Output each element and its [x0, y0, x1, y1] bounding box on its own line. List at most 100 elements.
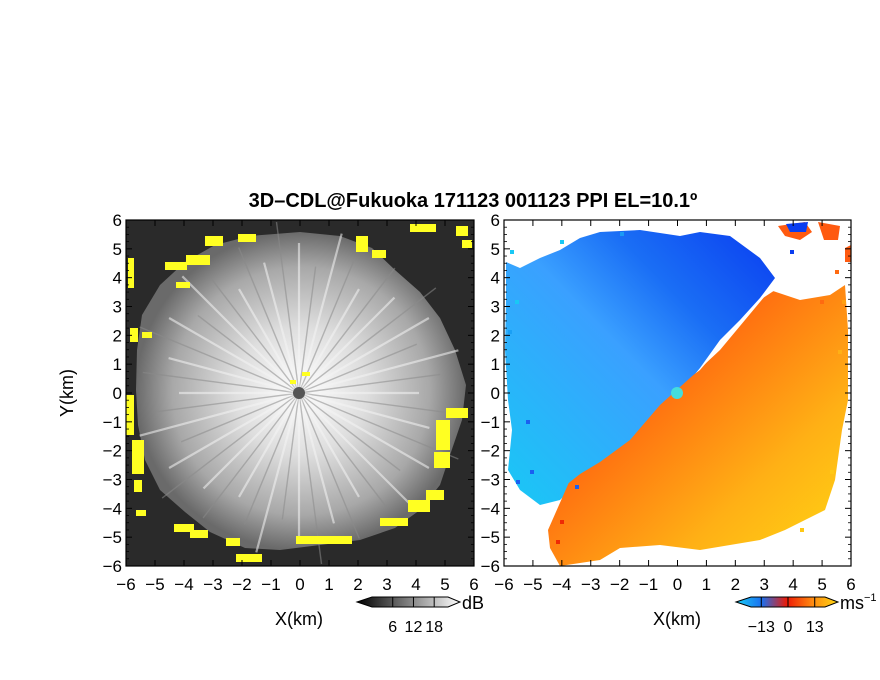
y-tick-label: 3 — [491, 298, 500, 317]
reflectivity-streak — [298, 392, 323, 565]
reflectivity-streak — [298, 317, 430, 394]
x-tick-label: 5 — [440, 575, 449, 594]
velocity-speckle — [510, 250, 514, 254]
colorbar-tick-label: 12 — [405, 619, 423, 636]
velocity-speckle — [560, 240, 564, 244]
colorbar-tick-label: 6 — [388, 619, 397, 636]
reflectivity-streak — [298, 392, 430, 469]
velocity-speckle — [835, 270, 839, 274]
reflectivity-radial-streaks — [139, 221, 459, 565]
reflectivity-streak — [180, 392, 300, 443]
reflectivity-streak — [298, 392, 401, 472]
velocity-colorbar-unit: ms−1 — [840, 592, 877, 613]
velocity-speckle — [830, 470, 834, 474]
y-tick-label: −1 — [481, 413, 500, 432]
reflectivity-streak — [298, 287, 437, 394]
reflectivity-streak — [298, 392, 360, 498]
x-tick-label: 2 — [353, 575, 362, 594]
y-tick-label: 2 — [113, 326, 122, 345]
y-tick-label: 2 — [491, 326, 500, 345]
x-tick-label: −1 — [639, 575, 658, 594]
x-tick-label: −3 — [581, 575, 600, 594]
reflectivity-streak — [298, 392, 387, 507]
x-tick-label: 5 — [817, 575, 826, 594]
velocity-colorbar-ticks: −13 0 13 — [748, 597, 824, 636]
x-tick-label: 1 — [702, 575, 711, 594]
reflectivity-streak — [168, 356, 300, 395]
colorbar-tick-label: 13 — [806, 619, 824, 636]
x-tick-label: 6 — [469, 575, 478, 594]
x-tick-label: −2 — [610, 575, 629, 594]
velocity-positive-area — [548, 285, 848, 566]
reflectivity-streak — [211, 279, 300, 394]
reflectivity-streak — [197, 314, 300, 394]
reflectivity-streak — [238, 392, 300, 498]
reflectivity-streak — [298, 266, 317, 394]
x-tick-label: 0 — [673, 575, 682, 594]
x-tick-label: −1 — [261, 575, 280, 594]
y-tick-label: −6 — [481, 557, 500, 576]
x-tick-label: −3 — [203, 575, 222, 594]
x-tick-label: −4 — [552, 575, 571, 594]
velocity-speckle — [515, 300, 519, 304]
y-tick-label: 4 — [491, 269, 500, 288]
y-tick-label: 6 — [113, 211, 122, 230]
y-tick-label: 3 — [113, 298, 122, 317]
reflectivity-streak — [255, 392, 301, 553]
reflectivity-x-label: X(km) — [275, 609, 323, 629]
y-tick-label: −3 — [481, 471, 500, 490]
velocity-colorbar: −13 0 13 ms−1 — [734, 592, 877, 636]
reflectivity-streak — [168, 317, 300, 394]
velocity-colorbar-bar — [734, 596, 840, 608]
x-tick-label: 4 — [411, 575, 420, 594]
velocity-upper-right-blue-echo — [786, 222, 808, 232]
velocity-colorbar-unit-base: ms — [840, 593, 864, 613]
reflectivity-streak — [298, 343, 418, 394]
figure-title: 3D–CDL@Fukuoka 171123 001123 PPI EL=10.1… — [249, 190, 698, 212]
reflectivity-streak — [298, 392, 459, 460]
velocity-speckle — [820, 300, 824, 304]
velocity-speckle — [790, 250, 794, 254]
x-tick-label: 3 — [760, 575, 769, 594]
y-tick-label: 1 — [113, 355, 122, 374]
velocity-speckle — [800, 528, 804, 532]
velocity-speckle — [556, 540, 560, 544]
velocity-radar-center — [671, 387, 683, 399]
velocity-speckle — [526, 420, 530, 424]
reflectivity-streak — [297, 233, 343, 394]
velocity-negative-area — [505, 230, 775, 505]
x-tick-label: −6 — [116, 575, 135, 594]
reflectivity-streak — [298, 267, 396, 394]
y-tick-label: 0 — [491, 384, 500, 403]
reflectivity-streak — [238, 288, 300, 394]
velocity-speckle — [620, 232, 624, 236]
reflectivity-streak — [298, 392, 417, 511]
velocity-colorbar-unit-exponent: −1 — [864, 592, 877, 604]
x-tick-label: 0 — [295, 575, 304, 594]
y-tick-label: −5 — [481, 528, 500, 547]
velocity-speckle — [508, 330, 512, 334]
x-tick-label: 6 — [846, 575, 855, 594]
colorbar-tick-label: 0 — [784, 619, 793, 636]
reflectivity-streak — [139, 391, 300, 437]
y-tick-label: 5 — [491, 240, 500, 259]
reflectivity-streak — [157, 392, 300, 413]
reflectivity-colorbar-unit: dB — [462, 593, 484, 613]
reflectivity-streak — [202, 392, 300, 490]
reflectivity-axes: −6 −5 −4 −3 −2 −1 0 1 2 3 4 5 6 6 5 4 3 2 1 0 −1 −2 −3 −4 −5 −6 — [103, 211, 479, 594]
x-tick-label: 2 — [731, 575, 740, 594]
colorbar-tick-label: 18 — [425, 619, 443, 636]
velocity-speckle — [530, 470, 534, 474]
reflectivity-streak — [238, 247, 300, 394]
reflectivity-streak — [297, 392, 336, 524]
reflectivity-streak — [298, 391, 430, 430]
reflectivity-streak — [298, 349, 459, 395]
reflectivity-streak — [298, 261, 355, 394]
velocity-x-label: X(km) — [653, 609, 701, 629]
reflectivity-streak — [262, 262, 301, 394]
reflectivity-streak — [298, 392, 360, 539]
y-tick-label: 0 — [113, 384, 122, 403]
